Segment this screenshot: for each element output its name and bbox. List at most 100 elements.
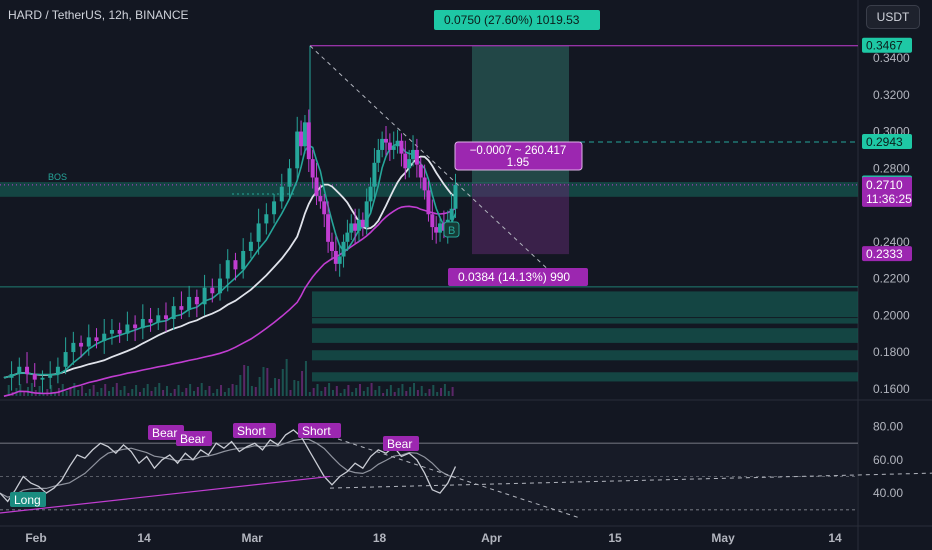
candle-body xyxy=(430,214,435,228)
volume-bar xyxy=(424,393,427,396)
candle-body xyxy=(17,366,22,375)
candle-body xyxy=(148,318,153,323)
time-tick-label: 15 xyxy=(608,531,622,545)
candle-body xyxy=(407,159,412,169)
price-tick-label: 0.1600 xyxy=(873,382,910,396)
volume-bar xyxy=(266,368,269,396)
price-tick-label: 0.2200 xyxy=(873,272,910,286)
candle-body xyxy=(411,149,416,160)
volume-bar xyxy=(127,393,130,396)
price-label-value: 0.3467 xyxy=(866,39,903,53)
stop-stat-box xyxy=(448,268,588,286)
rsi-signal-label: Bear xyxy=(387,437,412,451)
candle-body xyxy=(356,219,361,231)
candle-body xyxy=(337,256,342,264)
candle-body xyxy=(306,122,311,160)
volume-bar xyxy=(374,390,377,396)
rsi-signal-label: Short xyxy=(302,424,331,438)
candle-body xyxy=(438,223,443,233)
price-tick-label: 0.3400 xyxy=(873,51,910,65)
volume-bar xyxy=(227,388,230,396)
volume-bar xyxy=(420,386,423,396)
candle-body xyxy=(353,223,358,231)
candle-body xyxy=(341,241,346,257)
volume-bar xyxy=(46,389,49,396)
candle-body xyxy=(179,306,184,310)
volume-bar xyxy=(204,390,207,396)
price-label-value: 0.2943 xyxy=(866,135,903,149)
position-info-line2: 1.95 xyxy=(507,157,529,169)
candle-body xyxy=(171,306,176,319)
candle-body xyxy=(364,201,369,228)
price-label-box xyxy=(862,37,912,53)
candle-body xyxy=(117,330,122,334)
candle-body xyxy=(302,122,307,147)
rsi-support-trend xyxy=(0,475,331,514)
candle-body xyxy=(109,330,114,334)
volume-bar xyxy=(177,385,180,396)
volume-bar xyxy=(7,385,10,396)
signal-b-label: B xyxy=(448,225,455,237)
volume-bar xyxy=(312,388,315,396)
volume-bar xyxy=(42,393,45,396)
volume-bar xyxy=(405,391,408,396)
candle-body xyxy=(287,168,292,187)
price-label-value: 0.2333 xyxy=(866,247,903,261)
volume-bar xyxy=(366,387,369,396)
volume-bar xyxy=(142,388,145,396)
volume-bar xyxy=(308,392,311,396)
candle-body xyxy=(329,241,334,251)
candle-body xyxy=(453,184,458,209)
time-tick-label: Apr xyxy=(481,531,502,545)
volume-bar xyxy=(235,385,238,396)
rsi-signal-label: Long xyxy=(14,493,41,507)
ma-long-line xyxy=(3,205,456,397)
candle-body xyxy=(194,296,199,305)
volume-bar xyxy=(146,384,149,396)
position-info-box xyxy=(454,141,583,171)
rsi-signal-box xyxy=(176,431,212,446)
volume-bar xyxy=(428,389,431,396)
volume-bar xyxy=(331,390,334,396)
target-stat-label: 0.0750 (27.60%) 1019.53 xyxy=(444,13,580,27)
candle-body xyxy=(256,223,261,242)
volume-bar xyxy=(216,389,219,396)
volume-bar xyxy=(409,387,412,396)
volume-bar xyxy=(440,388,443,396)
candle-body xyxy=(79,342,84,347)
volume-bar xyxy=(328,383,331,396)
volume-bar xyxy=(138,392,141,396)
volume-bar xyxy=(382,393,385,396)
candle-body xyxy=(310,159,315,178)
candle-body xyxy=(248,241,253,251)
rsi-signal-box xyxy=(383,436,419,451)
candle-body xyxy=(345,232,350,242)
volume-bar xyxy=(239,375,242,396)
target-stat-box xyxy=(434,10,600,30)
volume-bar xyxy=(19,384,22,396)
volume-bar xyxy=(135,385,138,396)
volume-bar xyxy=(108,391,111,396)
candle-body xyxy=(218,278,223,294)
candle-body xyxy=(318,195,323,202)
rsi-line xyxy=(0,429,457,503)
volume-bar xyxy=(162,390,165,396)
candle-body xyxy=(349,223,354,233)
volume-bar xyxy=(123,386,126,396)
volume-bar xyxy=(270,388,273,396)
candle-body xyxy=(399,140,404,154)
volume-bar xyxy=(169,393,172,396)
volume-bar xyxy=(173,389,176,396)
volume-bar xyxy=(277,379,280,396)
volume-bar xyxy=(281,369,284,396)
rsi-signal-label: Bear xyxy=(180,432,205,446)
candle-body xyxy=(187,296,192,310)
volume-bar xyxy=(231,384,234,396)
candle-body xyxy=(264,214,269,224)
candle-body xyxy=(333,250,338,264)
currency-button[interactable]: USDT xyxy=(866,5,920,29)
volume-bar xyxy=(451,387,454,396)
candle-body xyxy=(279,186,284,202)
volume-bar xyxy=(131,389,134,396)
